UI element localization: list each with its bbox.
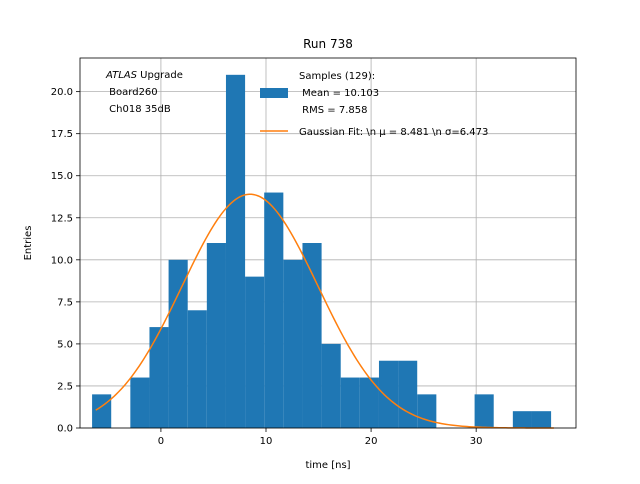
histogram-bar <box>398 360 418 428</box>
y-axis: 0.0 2.5 5.0 7.5 10.0 12.5 15.0 17.5 20.0 <box>51 87 80 435</box>
histogram-bar <box>378 360 399 428</box>
x-tick-label: 20 <box>365 436 378 447</box>
x-axis: 0 10 20 30 <box>158 428 483 447</box>
annotation-atlas-italic: ATLAS <box>105 70 138 81</box>
histogram-bar <box>302 243 322 428</box>
legend-hist-swatch <box>260 88 288 98</box>
annotation-line-3: Ch018 35dB <box>106 104 171 115</box>
histogram-bar <box>130 377 150 428</box>
histogram-bar <box>92 394 112 428</box>
legend-fit-label: Gaussian Fit: \n μ = 8.481 \n σ=6.473 <box>299 127 488 138</box>
y-tick-label: 7.5 <box>57 297 73 308</box>
histogram-bar <box>245 276 265 428</box>
x-tick-label: 30 <box>470 436 483 447</box>
histogram-bar <box>359 377 379 428</box>
y-tick-label: 2.5 <box>57 381 73 392</box>
y-tick-label: 12.5 <box>51 213 73 224</box>
histogram-bar <box>474 394 494 428</box>
histogram-bar <box>187 310 207 428</box>
annotation-line-2: Board260 <box>106 87 158 98</box>
histogram-bar <box>417 394 437 428</box>
x-tick-label: 10 <box>260 436 273 447</box>
annotation-line-1: ATLAS Upgrade <box>105 70 183 81</box>
histogram-bars <box>92 74 552 429</box>
atlas-annotation: ATLAS Upgrade Board260 Ch018 35dB <box>105 70 183 115</box>
x-tick-label: 0 <box>158 436 164 447</box>
y-tick-label: 15.0 <box>51 171 73 182</box>
histogram-bar <box>206 243 226 428</box>
histogram-bar <box>531 411 552 428</box>
legend: Samples (129): Mean = 10.103 RMS = 7.858… <box>260 71 488 138</box>
histogram-bar <box>340 377 360 428</box>
y-tick-label: 20.0 <box>51 87 73 98</box>
legend-hist-label-1: Samples (129): <box>299 71 375 82</box>
y-tick-label: 17.5 <box>51 129 73 140</box>
legend-hist-label-3: RMS = 7.858 <box>299 105 367 116</box>
y-tick-label: 5.0 <box>57 339 73 350</box>
annotation-upgrade: Upgrade <box>137 70 183 81</box>
histogram-bar <box>225 74 246 429</box>
gaussian-fit-curve <box>95 193 554 429</box>
histogram-bar <box>283 259 303 428</box>
histogram-bar <box>168 259 188 428</box>
y-tick-label: 0.0 <box>57 424 73 435</box>
x-axis-label: time [ns] <box>305 460 350 471</box>
plot-frame <box>79 57 577 429</box>
histogram-bar <box>264 192 284 428</box>
y-axis-label: Entries <box>23 226 34 261</box>
chart-title: Run 738 <box>303 37 353 51</box>
legend-hist-label-2: Mean = 10.103 <box>299 88 379 99</box>
histogram-bar <box>149 327 169 428</box>
y-tick-label: 10.0 <box>51 255 73 266</box>
histogram-bar <box>321 343 341 428</box>
histogram-bar <box>512 411 532 428</box>
